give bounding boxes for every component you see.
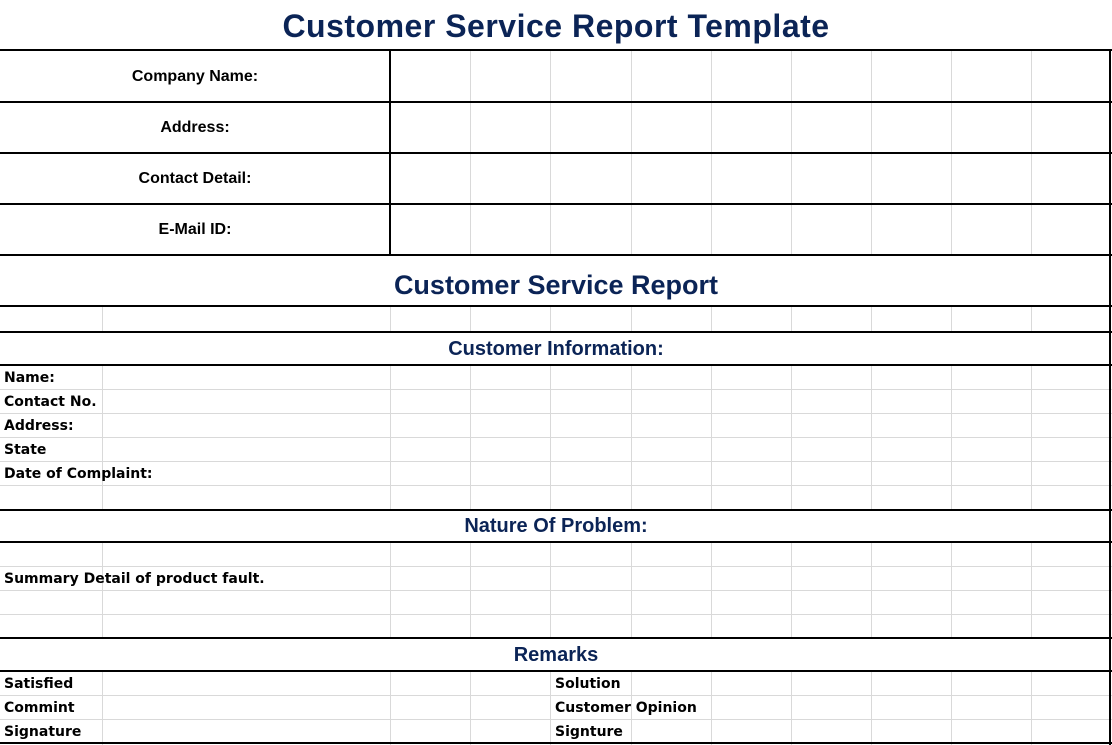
border-line <box>0 742 1112 744</box>
summary-detail-label: Summary Detail of product fault. <box>4 571 265 587</box>
remarks-heading: Remarks <box>513 644 599 666</box>
customer-info-heading-cell <box>0 332 1112 365</box>
date-of-complaint-label: Date of Complaint: <box>4 466 153 482</box>
contact-detail-label: Contact Detail: <box>138 170 252 187</box>
gridline-vertical <box>102 0 103 745</box>
company-name-label: Company Name: <box>131 68 259 85</box>
border-line <box>0 49 1112 51</box>
report-title-cell <box>0 255 1112 306</box>
border-line <box>0 541 1112 543</box>
customer-name-label: Name: <box>4 370 55 386</box>
border-line <box>0 637 1112 639</box>
satisfied-label: Satisfied <box>4 676 74 692</box>
problem-heading-cell <box>0 510 1112 542</box>
border-line <box>0 152 1112 154</box>
title-cell <box>0 0 1112 50</box>
signture-label: Signture <box>555 724 623 740</box>
gridline-horizontal <box>0 719 1112 720</box>
contact-detail-field[interactable] <box>391 154 1109 203</box>
nature-of-problem-heading: Nature Of Problem: <box>464 515 648 537</box>
email-id-label: E-Mail ID: <box>158 221 232 238</box>
gridline-horizontal <box>0 566 1112 567</box>
customer-information-heading: Customer Information: <box>448 338 664 360</box>
page-title: Customer Service Report Template <box>282 8 830 44</box>
state-label: State <box>4 442 47 458</box>
customer-opinion-label: Customer Opinion <box>555 700 697 716</box>
gridline-horizontal <box>0 695 1112 696</box>
gridline-vertical <box>711 0 712 745</box>
border-line <box>1109 50 1111 745</box>
solution-label: Solution <box>555 676 621 692</box>
border-line <box>0 331 1112 333</box>
gridline-horizontal <box>0 590 1112 591</box>
gridline-vertical <box>470 0 471 745</box>
gridline-horizontal <box>0 413 1112 414</box>
gridline-vertical <box>871 0 872 745</box>
address-field[interactable] <box>391 103 1109 152</box>
gridline-vertical <box>390 0 391 745</box>
gridline-horizontal <box>0 389 1112 390</box>
report-title: Customer Service Report <box>393 270 719 300</box>
contact-no-label: Contact No. <box>4 394 97 410</box>
gridline-vertical <box>550 0 551 745</box>
border-line <box>0 305 1112 307</box>
border-line <box>389 50 391 255</box>
gridline-vertical <box>791 0 792 745</box>
company-name-field[interactable] <box>391 51 1109 101</box>
gridline-vertical <box>951 0 952 745</box>
border-line <box>0 254 1112 256</box>
customer-address-label: Address: <box>4 418 74 434</box>
border-line <box>0 101 1112 103</box>
address-label: Address: <box>160 119 230 136</box>
gridline-vertical <box>1031 0 1032 745</box>
email-id-field[interactable] <box>391 205 1109 254</box>
border-line <box>0 203 1112 205</box>
gridline-horizontal <box>0 437 1112 438</box>
signature-label: Signature <box>4 724 82 740</box>
commint-label: Commint <box>4 700 75 716</box>
gridline-horizontal <box>0 614 1112 615</box>
border-line <box>0 364 1112 366</box>
border-line <box>0 670 1112 672</box>
gridline-horizontal <box>0 461 1112 462</box>
border-line <box>0 509 1112 511</box>
gridline-vertical <box>631 0 632 745</box>
gridline-horizontal <box>0 485 1112 486</box>
remarks-heading-cell <box>0 638 1112 671</box>
